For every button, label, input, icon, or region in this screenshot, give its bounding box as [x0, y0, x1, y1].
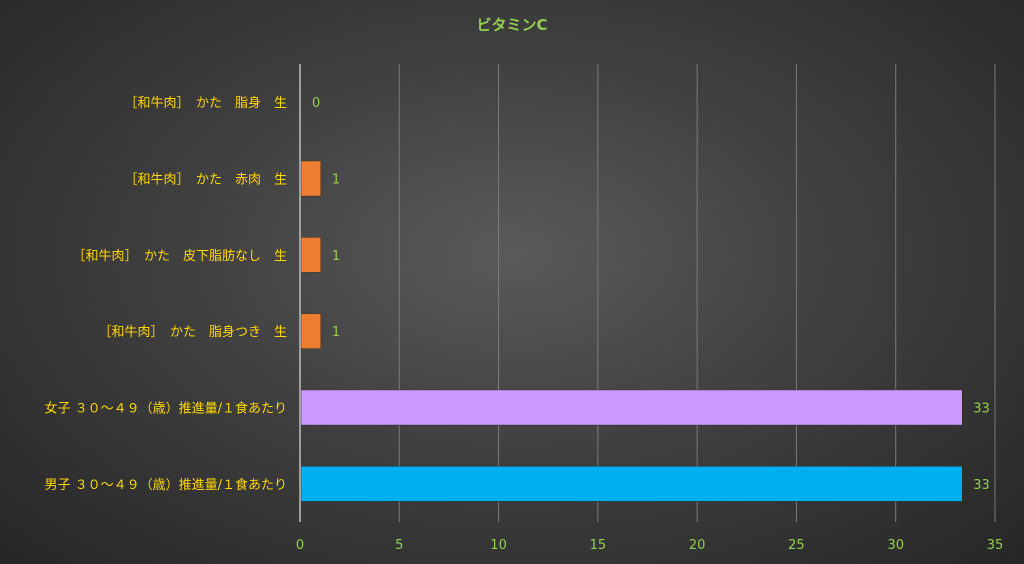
data-label: 33 [973, 402, 990, 417]
bars [300, 160, 963, 502]
x-tick-label: 5 [395, 538, 403, 553]
x-tick-label: 25 [788, 538, 805, 553]
category-label: 男子 ３０～４９（歳）推進量/１食あたり [44, 477, 287, 493]
category-labels: ［和牛肉］ かた 脂身 生 ［和牛肉］ かた 赤肉 生 ［和牛肉］ かた 皮下脂肪な… [44, 95, 287, 493]
data-label: 1 [332, 249, 340, 264]
category-label: 女子 ３０～４９（歳）推進量/１食あたり [44, 401, 287, 417]
data-label: 33 [973, 478, 990, 493]
x-tick-label: 15 [590, 538, 607, 553]
x-tick-label: 30 [887, 538, 904, 553]
category-label: ［和牛肉］ かた 脂身 生 [124, 95, 287, 111]
x-tick-label: 0 [296, 538, 304, 553]
x-tick-label: 10 [490, 538, 507, 553]
bar [300, 237, 322, 273]
x-tick-label: 20 [689, 538, 706, 553]
x-tick-labels: 0 5 10 15 20 25 30 35 [296, 538, 1003, 553]
data-label: 0 [312, 96, 320, 111]
data-label: 1 [332, 173, 340, 188]
bar [300, 389, 963, 426]
bar [300, 160, 322, 197]
category-label: ［和牛肉］ かた 皮下脂肪なし 生 [72, 248, 287, 264]
data-labels: 0 1 1 1 33 33 [312, 96, 990, 493]
data-label: 1 [332, 325, 340, 340]
bar [300, 313, 322, 349]
category-label: ［和牛肉］ かた 脂身つき 生 [98, 324, 287, 340]
grid-lines [398, 64, 996, 522]
chart-title: ビタミンC [476, 16, 547, 34]
bar [300, 466, 963, 502]
category-label: ［和牛肉］ かた 赤肉 生 [124, 173, 287, 188]
x-tick-label: 35 [987, 538, 1004, 553]
